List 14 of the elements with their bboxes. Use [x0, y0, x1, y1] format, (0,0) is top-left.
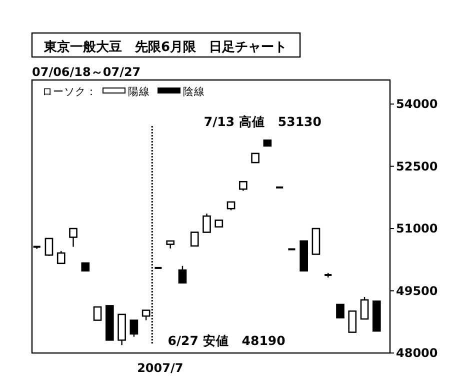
- annotation: 6/27 安値 48190: [168, 333, 286, 348]
- annotation: 陰線: [183, 86, 205, 98]
- y-tick-label: 48000: [396, 346, 438, 360]
- y-tick-label: 49500: [396, 284, 438, 298]
- y-tick-label: 52500: [396, 159, 438, 174]
- annotation: 7/13 高値 53130: [204, 114, 322, 130]
- y-tick-label: 54000: [396, 97, 438, 112]
- chart-title: 東京一般大豆 先限6月限 日足チャート: [43, 39, 288, 55]
- chart-subtitle: 07/06/18～07/27: [32, 65, 141, 79]
- text: 2007/7: [137, 361, 184, 375]
- annotation: 陽線: [128, 86, 150, 98]
- legend-title: ローソク：: [42, 86, 97, 98]
- legend: ローソク： 陽線 陰線: [42, 86, 205, 98]
- y-tick-label: 51000: [396, 222, 438, 236]
